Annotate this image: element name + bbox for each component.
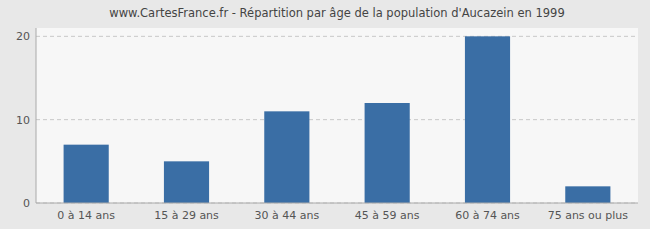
bar <box>565 186 610 203</box>
plot-area <box>36 28 638 203</box>
y-tick-label: 10 <box>16 114 30 127</box>
bar <box>64 145 109 203</box>
bars <box>64 36 611 203</box>
grid-line <box>36 36 638 37</box>
chart-svg: www.CartesFrance.fr - Répartition par âg… <box>0 0 650 229</box>
chart-container: www.CartesFrance.fr - Répartition par âg… <box>0 0 650 229</box>
x-tick-label: 0 à 14 ans <box>57 209 115 222</box>
x-tick-label: 15 à 29 ans <box>154 209 219 222</box>
grid <box>36 36 638 203</box>
y-tick-label: 20 <box>16 30 30 43</box>
bar <box>365 103 410 203</box>
y-tick-label: 0 <box>23 197 30 210</box>
background <box>0 0 650 229</box>
x-axis-line <box>36 203 638 204</box>
y-axis-line <box>36 28 37 203</box>
title: www.CartesFrance.fr - Répartition par âg… <box>109 6 564 20</box>
grid-line <box>36 119 638 120</box>
x-tick-label: 30 à 44 ans <box>254 209 319 222</box>
bar <box>465 36 510 203</box>
bar <box>164 161 209 203</box>
grid-line <box>36 203 638 204</box>
x-tick-label: 75 ans ou plus <box>548 209 629 222</box>
x-tick-label: 45 à 59 ans <box>355 209 420 222</box>
x-tick-label: 60 à 74 ans <box>455 209 520 222</box>
bar <box>264 111 309 203</box>
